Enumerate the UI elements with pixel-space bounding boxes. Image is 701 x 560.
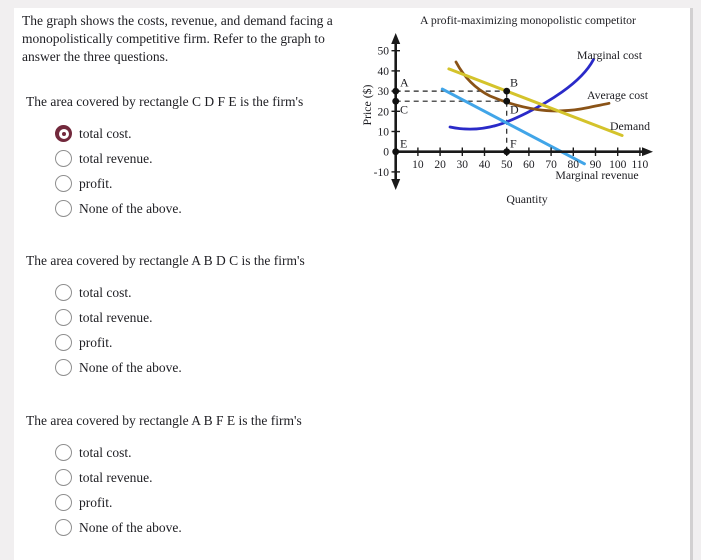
svg-text:40: 40 (479, 159, 491, 171)
option-label: total revenue. (79, 469, 153, 485)
svg-text:F: F (510, 137, 517, 151)
radio-button[interactable] (55, 334, 72, 351)
marginal-cost-label: Marginal cost (577, 48, 643, 62)
chart-title: A profit-maximizing monopolistic competi… (420, 13, 636, 27)
answer-option[interactable]: None of the above. (55, 196, 355, 221)
x-tick-labels: 10 20 30 40 50 60 70 80 90 100 110 (412, 159, 648, 171)
average-cost-curve (454, 60, 611, 113)
answer-option[interactable]: total cost. (55, 121, 355, 146)
economics-graph: A profit-maximizing monopolistic competi… (360, 13, 653, 206)
radio-button[interactable] (55, 519, 72, 536)
radio-button[interactable] (55, 125, 72, 142)
svg-text:D: D (510, 103, 519, 117)
svg-text:10: 10 (378, 127, 390, 139)
radio-button[interactable] (55, 359, 72, 376)
svg-text:90: 90 (590, 159, 602, 171)
option-label: total revenue. (79, 150, 153, 166)
question-1-prompt: The area covered by rectangle C D F E is… (26, 94, 304, 109)
intro-text: The graph shows the costs, revenue, and … (22, 13, 333, 64)
svg-text:60: 60 (523, 159, 535, 171)
option-label: total cost. (79, 444, 132, 460)
radio-button[interactable] (55, 175, 72, 192)
svg-text:E: E (400, 137, 407, 151)
option-label: profit. (79, 175, 113, 191)
marginal-cost-curve (448, 58, 595, 131)
option-label: None of the above. (79, 200, 182, 216)
svg-text:B: B (510, 76, 518, 90)
radio-button[interactable] (55, 444, 72, 461)
question-2-options: total cost. total revenue. profit. None … (55, 280, 355, 380)
y-axis-title: Price ($) (360, 84, 374, 125)
radio-button[interactable] (55, 200, 72, 217)
answer-option[interactable]: total revenue. (55, 146, 355, 171)
svg-text:20: 20 (378, 106, 390, 118)
option-label: profit. (79, 334, 113, 350)
answer-option[interactable]: total cost. (55, 280, 355, 305)
radio-button[interactable] (55, 494, 72, 511)
answer-option[interactable]: profit. (55, 171, 355, 196)
demand-label: Demand (610, 119, 650, 133)
svg-text:50: 50 (501, 159, 513, 171)
axis-arrows (391, 33, 653, 190)
option-label: None of the above. (79, 519, 182, 535)
answer-option[interactable]: None of the above. (55, 515, 355, 540)
answer-option[interactable]: profit. (55, 330, 355, 355)
radio-button[interactable] (55, 150, 72, 167)
svg-text:A: A (400, 76, 409, 90)
average-cost-label: Average cost (587, 88, 649, 102)
option-label: profit. (79, 494, 113, 510)
svg-text:30: 30 (457, 159, 469, 171)
point-labels: A B C D E F (400, 76, 519, 151)
option-label: total cost. (79, 125, 132, 141)
answer-option[interactable]: total cost. (55, 440, 355, 465)
svg-text:10: 10 (412, 159, 424, 171)
marginal-revenue-label: Marginal revenue (555, 168, 638, 182)
answer-option[interactable]: total revenue. (55, 465, 355, 490)
svg-text:40: 40 (378, 66, 390, 78)
question-3-prompt: The area covered by rectangle A B F E is… (26, 413, 302, 428)
question-2-prompt: The area covered by rectangle A B D C is… (26, 253, 305, 268)
radio-button[interactable] (55, 284, 72, 301)
svg-text:50: 50 (378, 46, 390, 58)
svg-text:30: 30 (378, 86, 390, 98)
option-label: None of the above. (79, 359, 182, 375)
question-1-options: total cost. total revenue. profit. None … (55, 121, 355, 221)
svg-text:110: 110 (631, 159, 648, 171)
answer-option[interactable]: profit. (55, 490, 355, 515)
question-3-options: total cost. total revenue. profit. None … (55, 440, 355, 540)
svg-text:C: C (400, 103, 408, 117)
answer-option[interactable]: total revenue. (55, 305, 355, 330)
demand-curve (447, 67, 624, 137)
svg-text:20: 20 (434, 159, 446, 171)
marked-points (392, 87, 511, 156)
dashed-guide-lines (395, 90, 508, 152)
radio-button[interactable] (55, 469, 72, 486)
question-card (14, 8, 693, 560)
option-label: total cost. (79, 284, 132, 300)
svg-text:70: 70 (545, 159, 557, 171)
svg-text:-10: -10 (374, 167, 390, 179)
svg-text:100: 100 (609, 159, 627, 171)
radio-button[interactable] (55, 309, 72, 326)
y-tick-labels: 50 40 30 20 10 0 -10 (374, 46, 390, 179)
option-label: total revenue. (79, 309, 153, 325)
x-axis-title: Quantity (506, 192, 547, 206)
answer-option[interactable]: None of the above. (55, 355, 355, 380)
svg-text:0: 0 (383, 147, 389, 159)
svg-text:80: 80 (568, 159, 580, 171)
